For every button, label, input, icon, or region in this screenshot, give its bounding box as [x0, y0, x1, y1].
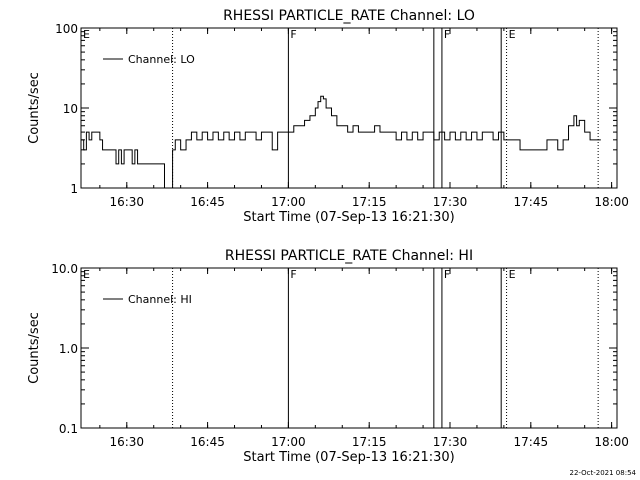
plot-frame [80, 267, 618, 429]
y-tick-label: 10 [63, 102, 78, 116]
event-marker-label: F [290, 268, 296, 281]
series-line [81, 95, 601, 189]
x-tick-label: 16:45 [190, 435, 225, 449]
event-marker-label: E [509, 268, 516, 281]
x-tick-label: 16:45 [190, 195, 225, 209]
x-tick-label: 17:30 [433, 195, 468, 209]
y-tick-label: 100 [55, 22, 78, 36]
x-tick-label: 17:45 [514, 435, 549, 449]
event-marker-label: E [83, 268, 90, 281]
hi-channel-panel: RHESSI PARTICLE_RATE Channel: HI 16:30 16:… [27, 248, 629, 465]
event-marker-label: F [444, 268, 450, 281]
y-tick-label: 1 [70, 182, 78, 196]
event-marker-label: F [444, 28, 450, 41]
x-tick-label: 17:15 [352, 195, 387, 209]
x-axis-label: Start Time (07-Sep-13 16:21:30) [243, 450, 454, 465]
x-tick-label: 18:00 [594, 435, 629, 449]
event-marker-label: E [509, 28, 516, 41]
lo-channel-panel: RHESSI PARTICLE_RATE Channel: LO 16:30 16:… [27, 8, 629, 225]
event-marker-label: F [290, 28, 296, 41]
y-tick-label: 1.0 [59, 342, 78, 356]
legend-label: Channel: HI [128, 293, 192, 306]
x-tick-label: 17:30 [433, 435, 468, 449]
legend-label: Channel: LO [128, 53, 195, 66]
x-tick-label: 17:45 [514, 195, 549, 209]
y-axis-label: Counts/sec [27, 72, 42, 144]
x-tick-label: 16:30 [109, 195, 144, 209]
y-tick-label: 0.1 [59, 422, 78, 436]
x-tick-label: 16:30 [109, 435, 144, 449]
x-axis-label: Start Time (07-Sep-13 16:21:30) [243, 210, 454, 225]
chart-title: RHESSI PARTICLE_RATE Channel: HI [225, 248, 473, 264]
x-tick-label: 17:15 [352, 435, 387, 449]
y-tick-label: 10.0 [51, 262, 78, 276]
x-tick-label: 17:00 [271, 435, 306, 449]
y-axis-label: Counts/sec [27, 312, 42, 384]
event-marker-label: E [83, 28, 90, 41]
chart-title: RHESSI PARTICLE_RATE Channel: LO [223, 8, 475, 24]
x-tick-label: 18:00 [594, 195, 629, 209]
footer-timestamp: 22-Oct-2021 08:54 [570, 469, 637, 477]
x-tick-label: 17:00 [271, 195, 306, 209]
